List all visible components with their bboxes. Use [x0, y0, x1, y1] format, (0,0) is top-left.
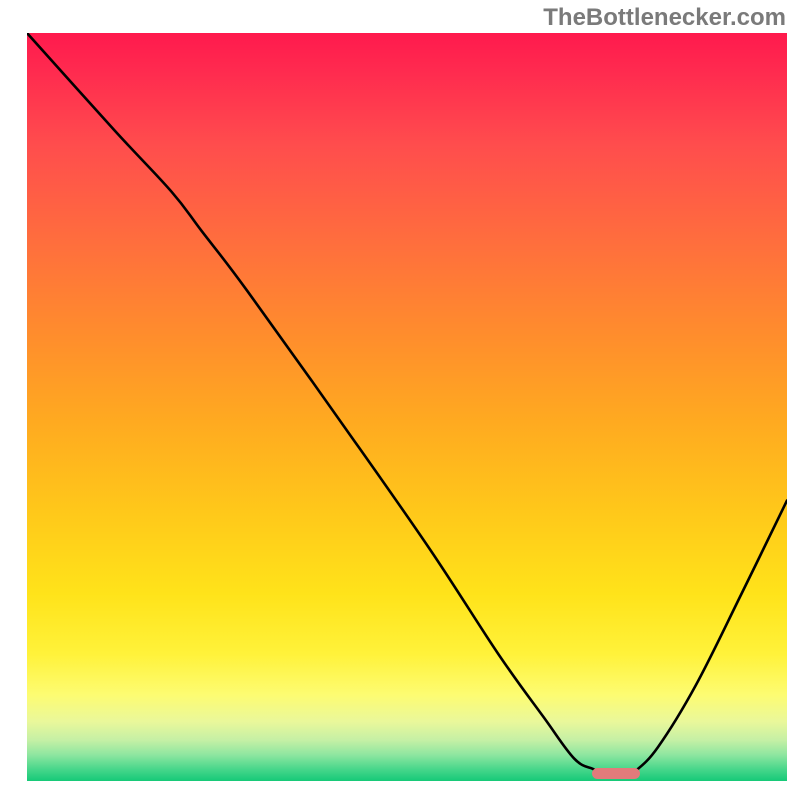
- optimum-marker: [592, 768, 639, 779]
- bottleneck-curve: [27, 33, 787, 774]
- plot-area: [27, 33, 787, 781]
- curve-layer: [27, 33, 787, 781]
- watermark-text: TheBottlenecker.com: [543, 4, 786, 32]
- chart-root: TheBottlenecker.com: [0, 0, 800, 800]
